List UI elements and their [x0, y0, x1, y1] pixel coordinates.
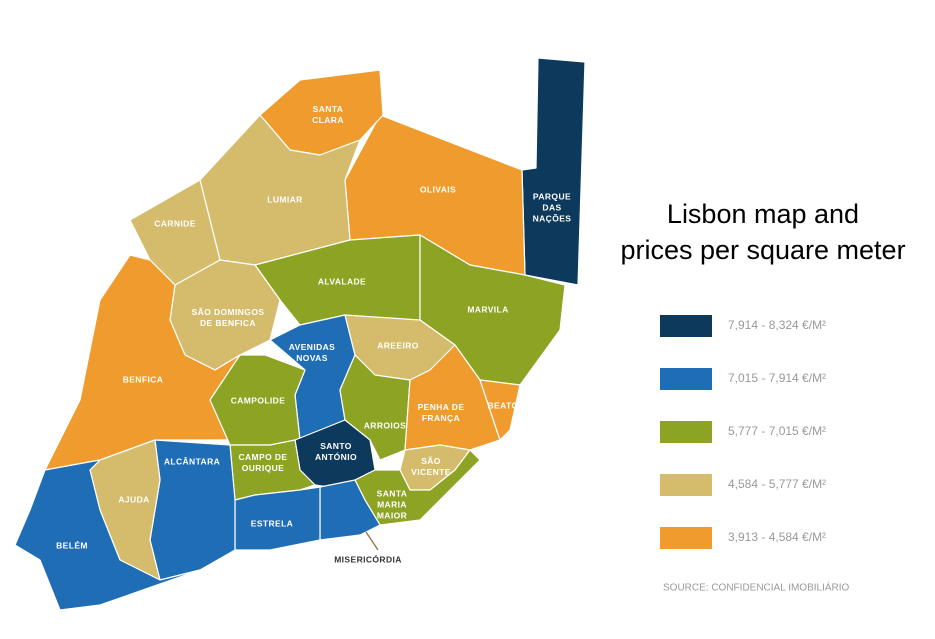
district-label: MARIA: [377, 499, 407, 509]
district-label: DE BENFICA: [200, 318, 256, 328]
district-label: SÃO: [421, 456, 441, 466]
district-label: ALCÂNTARA: [164, 455, 220, 466]
legend-swatch: [660, 368, 712, 390]
legend-label: 4,584 - 5,777 €/M²: [728, 477, 826, 491]
legend-swatch: [660, 315, 712, 337]
district-label: DAS: [542, 202, 561, 212]
district-label: FRANÇA: [422, 413, 460, 423]
district-label: MARVILA: [467, 304, 508, 314]
legend-swatch: [660, 474, 712, 496]
district-label: ANTÓNIO: [315, 451, 357, 462]
district-label: BENFICA: [123, 374, 164, 384]
title-line: Lisbon map and: [666, 199, 860, 229]
district-label: MISERICÓRDIA: [334, 553, 402, 564]
district-label: AREEIRO: [377, 340, 419, 350]
district-label: CAMPOLIDE: [231, 395, 286, 405]
district-label: OURIQUE: [242, 463, 284, 473]
district-label: MAIOR: [377, 510, 407, 520]
district-label: NOVAS: [296, 353, 328, 363]
source: SOURCE: CONFIDENCIAL IMOBILIÁRIO: [663, 581, 850, 594]
district-label: AVENIDAS: [289, 342, 336, 352]
district-label: SÃO DOMINGOS: [192, 307, 265, 317]
district-label: CARNIDE: [154, 218, 196, 228]
district-label: VICENTE: [411, 467, 451, 477]
title-line: prices per square meter: [620, 235, 906, 265]
district-label: OLIVAIS: [420, 184, 456, 194]
district-label: PENHA DE: [418, 402, 465, 412]
district-label: CAMPO DE: [238, 452, 287, 462]
district-label: PARQUE: [533, 191, 571, 201]
district: [44, 254, 241, 471]
legend-label: 3,913 - 4,584 €/M²: [728, 530, 826, 544]
district-label: SANTO: [320, 441, 352, 451]
district: [234, 486, 321, 551]
district-label: ESTRELA: [251, 518, 293, 528]
district: [479, 379, 521, 441]
district-label: BEATO: [488, 400, 519, 410]
legend-swatch: [660, 421, 712, 443]
district: [521, 57, 586, 286]
district-label: LUMIAR: [267, 194, 302, 204]
district-label: ARROIOS: [364, 420, 406, 430]
legend-swatch: [660, 527, 712, 549]
district-label: BELÉM: [56, 540, 88, 550]
district-label: ALVALADE: [318, 276, 366, 286]
district-label: CLARA: [312, 115, 344, 125]
district-label: NAÇÕES: [533, 213, 572, 223]
district-label: SANTA: [377, 488, 408, 498]
district-label: SANTA: [313, 104, 344, 114]
legend-label: 7,015 - 7,914 €/M²: [728, 371, 826, 385]
district-label: AJUDA: [118, 494, 149, 504]
leader-line: [365, 531, 379, 551]
title: Lisbon map and prices per square meter: [598, 196, 928, 268]
district: [14, 459, 201, 611]
legend-label: 5,777 - 7,015 €/M²: [728, 424, 826, 438]
legend-label: 7,914 - 8,324 €/M²: [728, 318, 826, 332]
